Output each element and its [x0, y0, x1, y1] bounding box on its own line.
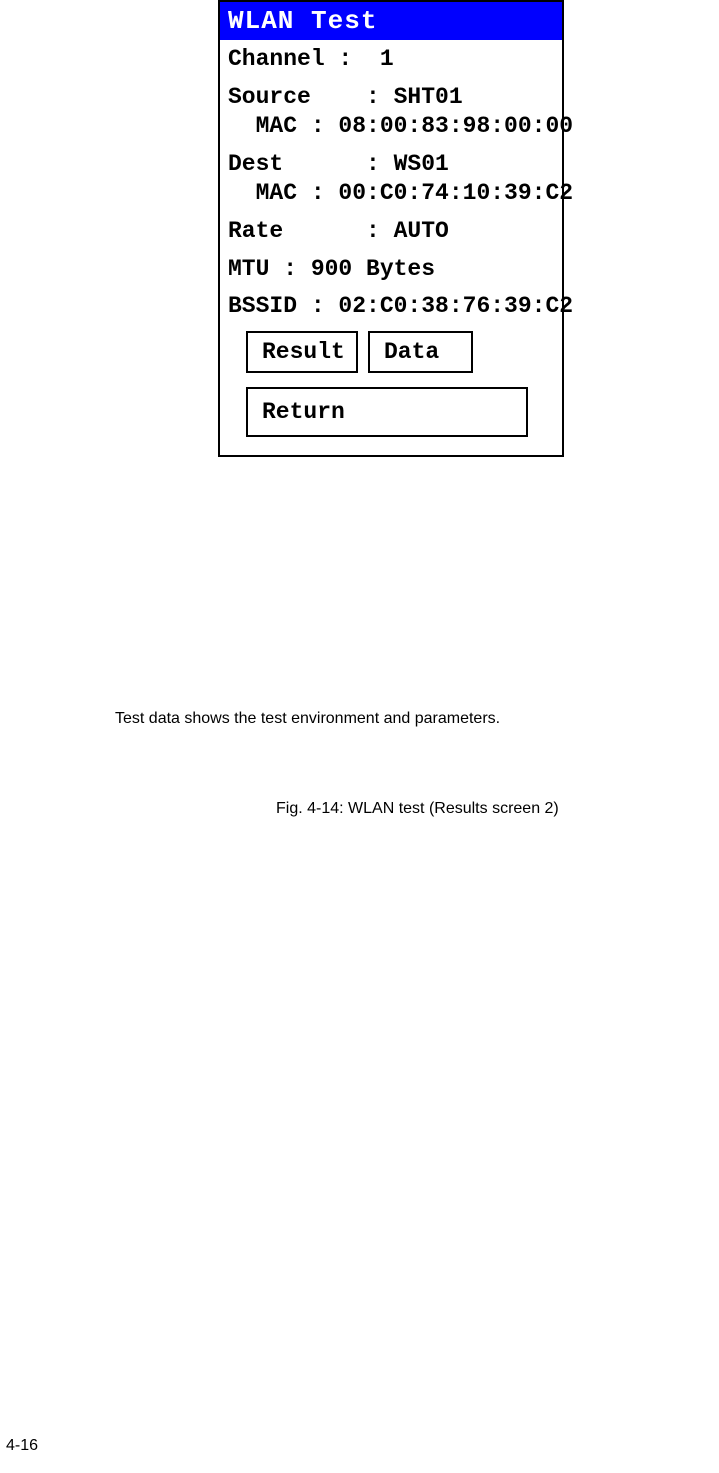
dest-row: Dest : WS01 [228, 151, 554, 179]
result-button[interactable]: Result [246, 331, 358, 373]
dest-mac-row: MAC : 00:C0:74:10:39:C2 [228, 180, 554, 208]
device-frame: WLAN Test Channel : 1 Source : SHT01 MAC… [218, 0, 564, 457]
window-title-bar: WLAN Test [220, 2, 562, 40]
source-mac-row: MAC : 08:00:83:98:00:00 [228, 113, 554, 141]
channel-row: Channel : 1 [228, 46, 554, 74]
return-button[interactable]: Return [246, 387, 528, 437]
mtu-row: MTU : 900 Bytes [228, 256, 554, 284]
rate-row: Rate : AUTO [228, 218, 554, 246]
figure-caption: Fig. 4-14: WLAN test (Results screen 2) [276, 800, 559, 818]
document-page: WLAN Test Channel : 1 Source : SHT01 MAC… [0, 0, 719, 1473]
data-button[interactable]: Data [368, 331, 473, 373]
button-row-1: Result Data [228, 331, 554, 373]
window-title: WLAN Test [228, 6, 377, 36]
page-number: 4-16 [6, 1437, 38, 1455]
bssid-row: BSSID : 02:C0:38:76:39:C2 [228, 293, 554, 321]
description-text: Test data shows the test environment and… [115, 710, 500, 728]
screen-body: Channel : 1 Source : SHT01 MAC : 08:00:8… [220, 40, 562, 455]
source-row: Source : SHT01 [228, 84, 554, 112]
